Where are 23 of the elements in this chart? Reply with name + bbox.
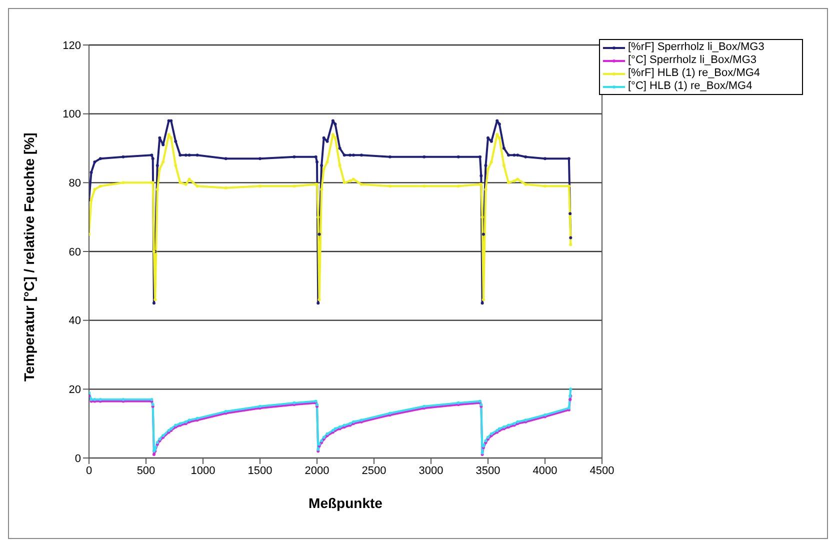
- x-tick-label: 4500: [590, 464, 614, 477]
- y-tick-label: 40: [68, 315, 81, 328]
- y-tick-label: 20: [68, 384, 81, 396]
- y-tick-label: 0: [74, 452, 81, 465]
- x-tick-label: 2000: [304, 464, 330, 477]
- x-tick-label: 1500: [248, 464, 272, 477]
- y-tick-label: 100: [62, 108, 81, 121]
- x-tick-label: 3500: [476, 464, 500, 477]
- x-axis-title: Meßpunkte: [308, 495, 383, 511]
- x-tick-label: 4000: [532, 464, 558, 477]
- x-tick-label: 3000: [418, 464, 444, 477]
- legend-label: [°C] Sperrholz li_Box/MG3: [628, 54, 756, 67]
- x-tick-label: 0: [86, 464, 92, 477]
- legend-label: [°C] HLB (1) re_Box/MG4: [628, 80, 752, 93]
- legend-label: [%rF] Sperrholz li_Box/MG3: [628, 41, 764, 54]
- x-tick-label: 500: [136, 464, 156, 477]
- y-axis-title: Temperatur [°C] / relative Feuchte [%]: [20, 132, 37, 382]
- y-tick-label: 80: [68, 178, 81, 190]
- x-tick-label: 1000: [190, 464, 216, 477]
- legend-label: [%rF] HLB (1) re_Box/MG4: [628, 67, 760, 80]
- y-tick-label: 120: [62, 40, 81, 52]
- x-tick-label: 2500: [362, 464, 386, 477]
- y-tick-label: 60: [68, 246, 81, 258]
